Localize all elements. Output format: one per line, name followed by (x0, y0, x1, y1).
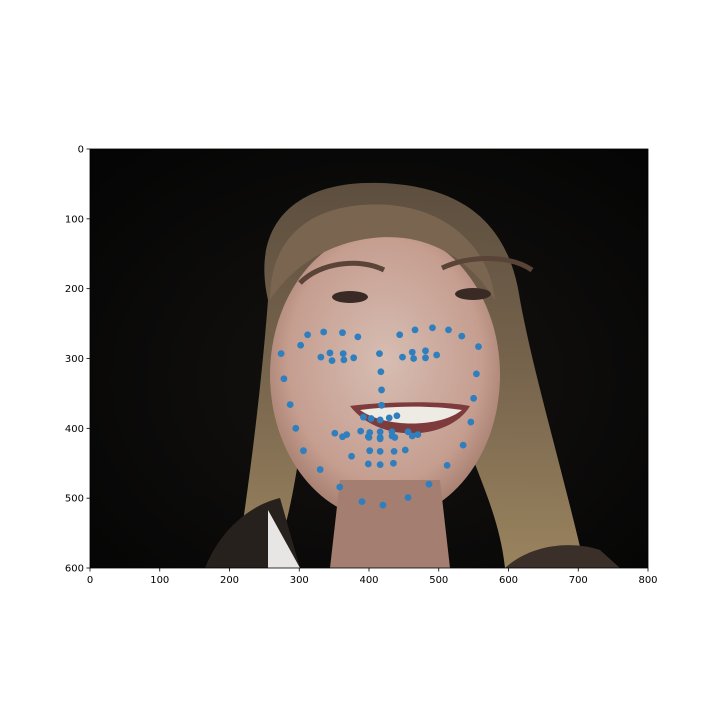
landmark-point (378, 386, 385, 394)
landmark-point (376, 416, 384, 424)
y-tick-label: 500 (65, 494, 84, 505)
y-tick-label: 200 (65, 284, 84, 295)
landmark-point (377, 368, 385, 376)
y-tick-label: 0 (78, 145, 84, 156)
landmark-point (459, 441, 467, 449)
landmark-point (300, 447, 307, 455)
landmark-point (393, 412, 401, 420)
landmark-points (277, 324, 482, 509)
landmark-point (357, 427, 365, 435)
landmark-point (376, 428, 384, 436)
x-tick-label: 0 (87, 575, 93, 586)
landmark-point (404, 428, 412, 436)
landmark-point (376, 461, 384, 469)
landmark-point (475, 343, 482, 351)
landmark-point (339, 350, 347, 358)
landmark-point (414, 431, 422, 439)
landmark-point (445, 326, 452, 334)
landmark-point (385, 414, 393, 422)
x-tick-label: 300 (290, 575, 309, 586)
landmark-point (376, 447, 384, 455)
landmark-point (277, 350, 285, 358)
x-tick-label: 500 (429, 575, 448, 586)
y-tick-label: 300 (65, 354, 84, 365)
landmark-point (292, 424, 300, 432)
x-tick-label: 600 (499, 575, 518, 586)
landmark-point (365, 434, 373, 441)
y-tick-label: 100 (65, 214, 84, 225)
landmark-point (367, 415, 375, 422)
landmark-point (470, 394, 478, 402)
landmark-point (328, 357, 336, 364)
landmark-point (350, 354, 358, 362)
landmark-point (364, 460, 372, 468)
landmark-point (286, 401, 294, 408)
landmark-point (458, 332, 466, 340)
landmark-point (354, 333, 362, 341)
landmark-point (360, 413, 367, 421)
landmark-point (339, 329, 346, 337)
landmark-point (326, 349, 334, 357)
landmark-point (358, 498, 366, 506)
landmark-point (443, 461, 451, 469)
landmark-point (280, 375, 288, 383)
landmark-point (376, 435, 384, 443)
landmark-point (390, 447, 398, 455)
landmark-point (425, 480, 433, 488)
landmark-point (391, 434, 399, 441)
landmark-point (297, 341, 305, 349)
landmark-point (379, 501, 387, 509)
landmark-point (422, 347, 429, 355)
landmark-point (467, 418, 475, 426)
landmark-point (336, 483, 344, 491)
landmark-point (366, 447, 374, 455)
landmark-point (429, 324, 436, 332)
x-tick-label: 800 (638, 575, 657, 586)
landmark-point (410, 355, 418, 362)
landmark-point (304, 331, 312, 339)
landmark-point (422, 354, 429, 362)
x-tick-label: 700 (569, 575, 588, 586)
landmark-point (317, 353, 325, 361)
landmark-point (339, 433, 346, 441)
y-tick-label: 600 (65, 564, 84, 575)
landmark-point (433, 351, 441, 359)
landmark-point (340, 356, 348, 364)
landmark-point (390, 459, 397, 467)
y-tick-label: 400 (65, 424, 84, 435)
landmark-point (376, 350, 383, 358)
landmark-point (320, 328, 328, 336)
landmark-point (331, 429, 339, 437)
axis-ticks: 0 100 200 300 400 500 600 700 800 0 100 200 300 400 50… (65, 145, 658, 587)
landmark-point (404, 494, 412, 501)
face-photo (90, 149, 648, 568)
landmark-point (396, 331, 404, 339)
landmark-point (401, 446, 409, 454)
landmark-point (408, 348, 416, 356)
x-tick-label: 400 (359, 575, 378, 586)
landmark-point (473, 370, 480, 378)
landmark-point (399, 353, 406, 361)
landmark-point (411, 326, 419, 334)
landmark-point (316, 466, 324, 473)
x-tick-label: 200 (220, 575, 239, 586)
x-tick-label: 100 (150, 575, 169, 586)
landmark-point (378, 401, 385, 409)
landmark-point (408, 432, 416, 440)
landmark-point (348, 452, 355, 460)
